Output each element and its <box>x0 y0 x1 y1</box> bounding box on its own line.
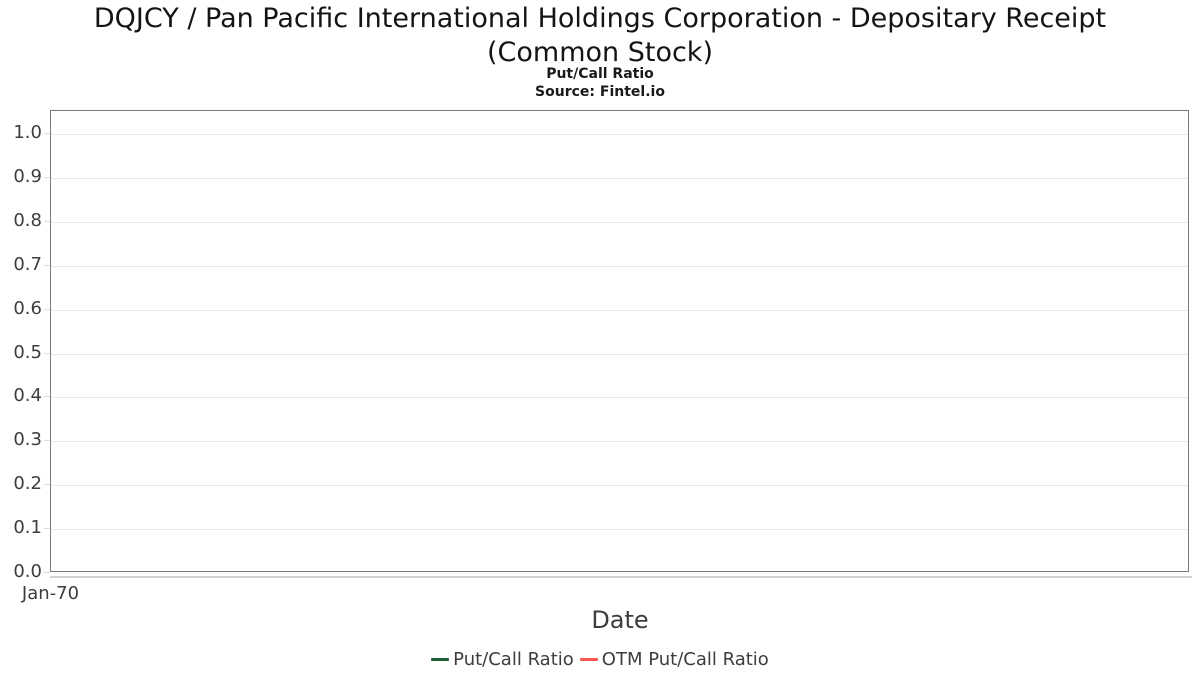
y-tick-label-0.0: 0.0 <box>13 561 42 582</box>
gridline-y-0.9 <box>51 178 1188 179</box>
legend-label: OTM Put/Call Ratio <box>601 648 769 670</box>
y-tick-mark-0.0 <box>44 572 50 573</box>
gridline-y-0.3 <box>51 441 1188 442</box>
chart-subtitle: Put/Call Ratio <box>546 66 654 82</box>
y-tick-label-0.4: 0.4 <box>13 385 42 406</box>
y-tick-label-0.5: 0.5 <box>13 342 42 363</box>
x-axis-tick-label: Jan-70 <box>21 583 80 604</box>
y-tick-label-0.6: 0.6 <box>13 298 42 319</box>
plot-area <box>50 110 1189 572</box>
y-tick-label-1.0: 1.0 <box>13 122 42 143</box>
gridline-y-0.7 <box>51 266 1188 267</box>
gridline-y-0.1 <box>51 529 1188 530</box>
y-tick-mark-0.3 <box>44 440 50 441</box>
y-tick-mark-0.2 <box>44 484 50 485</box>
chart-title-line2: (Common Stock) <box>487 37 713 68</box>
gridline-y-0.2 <box>51 485 1188 486</box>
y-tick-mark-0.9 <box>44 177 50 178</box>
y-tick-label-0.8: 0.8 <box>13 210 42 231</box>
y-tick-label-0.2: 0.2 <box>13 473 42 494</box>
legend-item-1: OTM Put/Call Ratio <box>579 648 769 670</box>
y-tick-mark-0.4 <box>44 396 50 397</box>
y-tick-mark-0.8 <box>44 221 50 222</box>
gridline-y-1.0 <box>51 134 1188 135</box>
x-axis-line <box>50 576 1192 578</box>
chart-source-credit: Source: Fintel.io <box>535 84 665 100</box>
legend: Put/Call Ratio OTM Put/Call Ratio <box>0 648 1200 670</box>
y-tick-mark-0.6 <box>44 309 50 310</box>
y-tick-label-0.9: 0.9 <box>13 166 42 187</box>
y-tick-mark-0.5 <box>44 353 50 354</box>
y-tick-mark-1.0 <box>44 133 50 134</box>
chart-title-line1: DQJCY / Pan Pacific International Holdin… <box>93 3 1107 34</box>
y-tick-label-0.3: 0.3 <box>13 429 42 450</box>
legend-line-swatch-icon <box>579 657 598 661</box>
x-axis-title: Date <box>591 606 649 634</box>
legend-line-swatch-icon <box>431 657 450 661</box>
y-tick-mark-0.7 <box>44 265 50 266</box>
y-tick-label-0.1: 0.1 <box>13 517 42 538</box>
legend-label: Put/Call Ratio <box>453 648 574 670</box>
y-tick-label-0.7: 0.7 <box>13 254 42 275</box>
legend-item-0: Put/Call Ratio <box>431 649 574 670</box>
gridline-y-0.6 <box>51 310 1188 311</box>
gridline-y-0.4 <box>51 397 1188 398</box>
gridline-y-0.5 <box>51 354 1188 355</box>
gridline-y-0.8 <box>51 222 1188 223</box>
y-tick-mark-0.1 <box>44 528 50 529</box>
